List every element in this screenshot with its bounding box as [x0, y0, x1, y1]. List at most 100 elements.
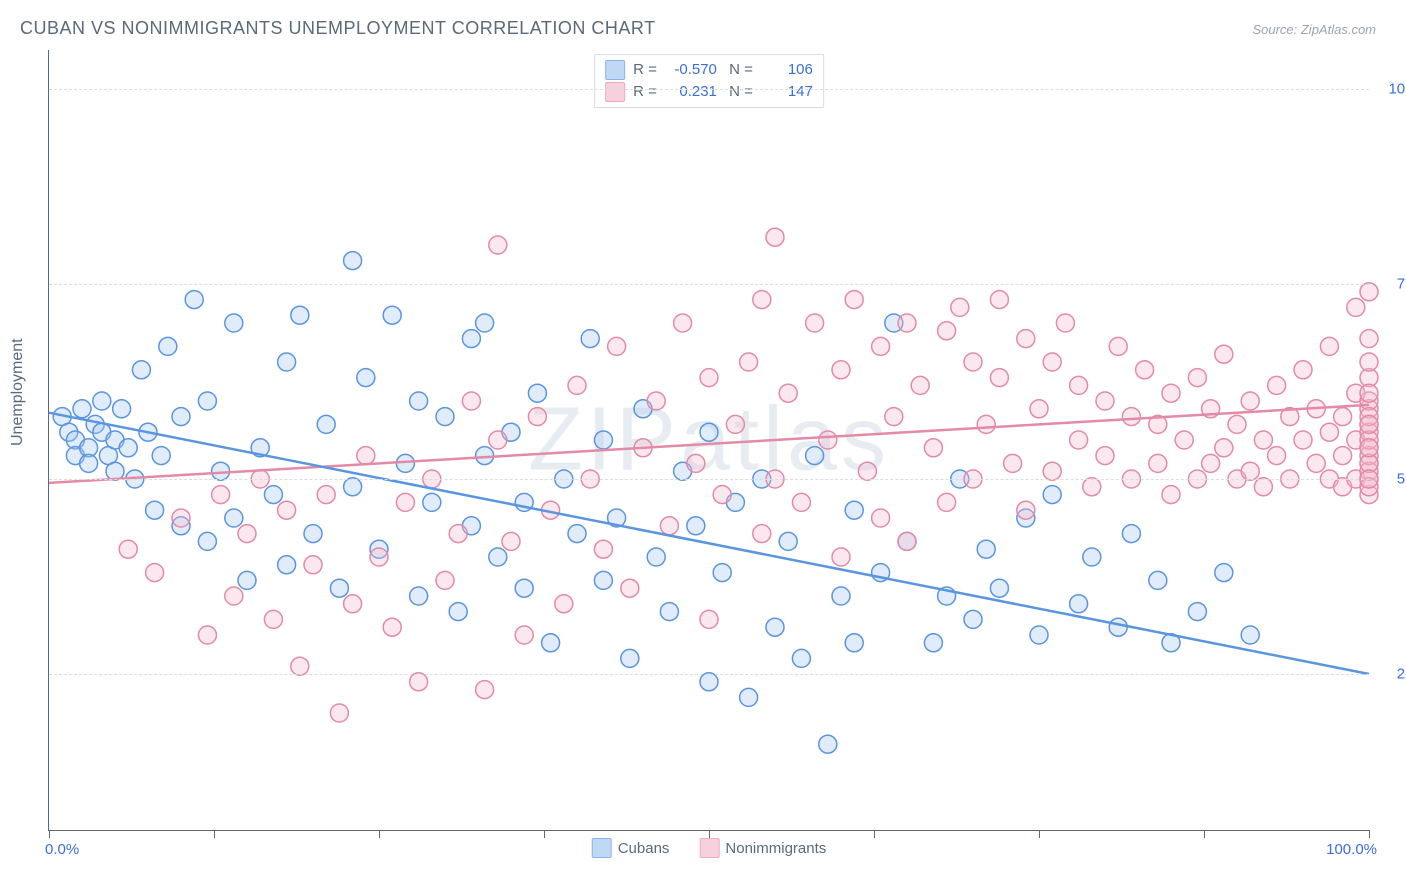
data-point — [1360, 330, 1378, 348]
data-point — [1215, 564, 1233, 582]
data-point — [1254, 431, 1272, 449]
data-point — [1122, 408, 1140, 426]
data-point — [1136, 361, 1154, 379]
data-point — [1188, 369, 1206, 387]
y-tick-label: 10.0% — [1388, 81, 1406, 98]
legend-item-cubans: Cubans — [592, 838, 670, 858]
stat-label: N = — [725, 59, 753, 81]
data-point — [1175, 431, 1193, 449]
data-point — [1320, 337, 1338, 355]
data-point — [740, 688, 758, 706]
data-point — [924, 439, 942, 457]
source-attribution: Source: ZipAtlas.com — [1252, 22, 1376, 37]
data-point — [832, 361, 850, 379]
data-point — [766, 618, 784, 636]
data-point — [1215, 345, 1233, 363]
data-point — [357, 369, 375, 387]
data-point — [410, 392, 428, 410]
data-point — [621, 649, 639, 667]
data-point — [1360, 415, 1378, 433]
data-point — [449, 525, 467, 543]
data-point — [159, 337, 177, 355]
data-point — [502, 532, 520, 550]
data-point — [951, 298, 969, 316]
data-point — [1294, 431, 1312, 449]
gridline — [49, 479, 1369, 480]
data-point — [1347, 298, 1365, 316]
data-point — [1307, 454, 1325, 472]
data-point — [238, 525, 256, 543]
data-point — [198, 392, 216, 410]
data-point — [568, 525, 586, 543]
data-point — [1096, 392, 1114, 410]
data-point — [647, 392, 665, 410]
data-point — [330, 704, 348, 722]
data-point — [964, 353, 982, 371]
stat-label: R = — [633, 59, 657, 81]
gridline — [49, 284, 1369, 285]
data-point — [977, 540, 995, 558]
data-point — [1017, 330, 1035, 348]
data-point — [1070, 376, 1088, 394]
stat-label: N = — [725, 81, 753, 103]
data-point — [700, 369, 718, 387]
correlation-stats-box: R = -0.570 N = 106 R = 0.231 N = 147 — [594, 54, 824, 108]
data-point — [964, 610, 982, 628]
x-tick — [874, 830, 875, 838]
data-point — [1202, 454, 1220, 472]
data-point — [542, 634, 560, 652]
data-point — [594, 571, 612, 589]
data-point — [819, 431, 837, 449]
data-point — [198, 532, 216, 550]
data-point — [1254, 478, 1272, 496]
y-axis-label: Unemployment — [9, 338, 27, 446]
data-point — [93, 392, 111, 410]
data-point — [832, 548, 850, 566]
x-tick — [49, 830, 50, 838]
x-tick — [544, 830, 545, 838]
stat-value: -0.570 — [665, 59, 717, 81]
data-point — [291, 657, 309, 675]
data-point — [990, 579, 1008, 597]
legend: Cubans Nonimmigrants — [592, 838, 827, 858]
data-point — [1228, 415, 1246, 433]
data-point — [1149, 454, 1167, 472]
stat-value: 0.231 — [665, 81, 717, 103]
data-point — [146, 564, 164, 582]
data-point — [436, 571, 454, 589]
x-tick — [1369, 830, 1370, 838]
data-point — [713, 564, 731, 582]
trend-line — [49, 405, 1369, 483]
data-point — [621, 579, 639, 597]
data-point — [264, 486, 282, 504]
data-point — [872, 337, 890, 355]
data-point — [383, 618, 401, 636]
data-point — [872, 509, 890, 527]
data-point — [198, 626, 216, 644]
data-point — [1070, 431, 1088, 449]
data-point — [291, 306, 309, 324]
data-point — [1215, 439, 1233, 457]
data-point — [911, 376, 929, 394]
data-point — [687, 454, 705, 472]
data-point — [1083, 478, 1101, 496]
data-point — [1017, 501, 1035, 519]
swatch-icon — [605, 82, 625, 102]
data-point — [555, 595, 573, 613]
data-point — [1030, 400, 1048, 418]
data-point — [990, 369, 1008, 387]
swatch-icon — [699, 838, 719, 858]
data-point — [132, 361, 150, 379]
data-point — [423, 493, 441, 511]
data-point — [938, 493, 956, 511]
data-point — [330, 579, 348, 597]
data-point — [845, 501, 863, 519]
data-point — [1294, 361, 1312, 379]
data-point — [489, 431, 507, 449]
legend-item-nonimmigrants: Nonimmigrants — [699, 838, 826, 858]
data-point — [212, 486, 230, 504]
data-point — [594, 540, 612, 558]
data-point — [410, 673, 428, 691]
data-point — [806, 447, 824, 465]
data-point — [594, 431, 612, 449]
